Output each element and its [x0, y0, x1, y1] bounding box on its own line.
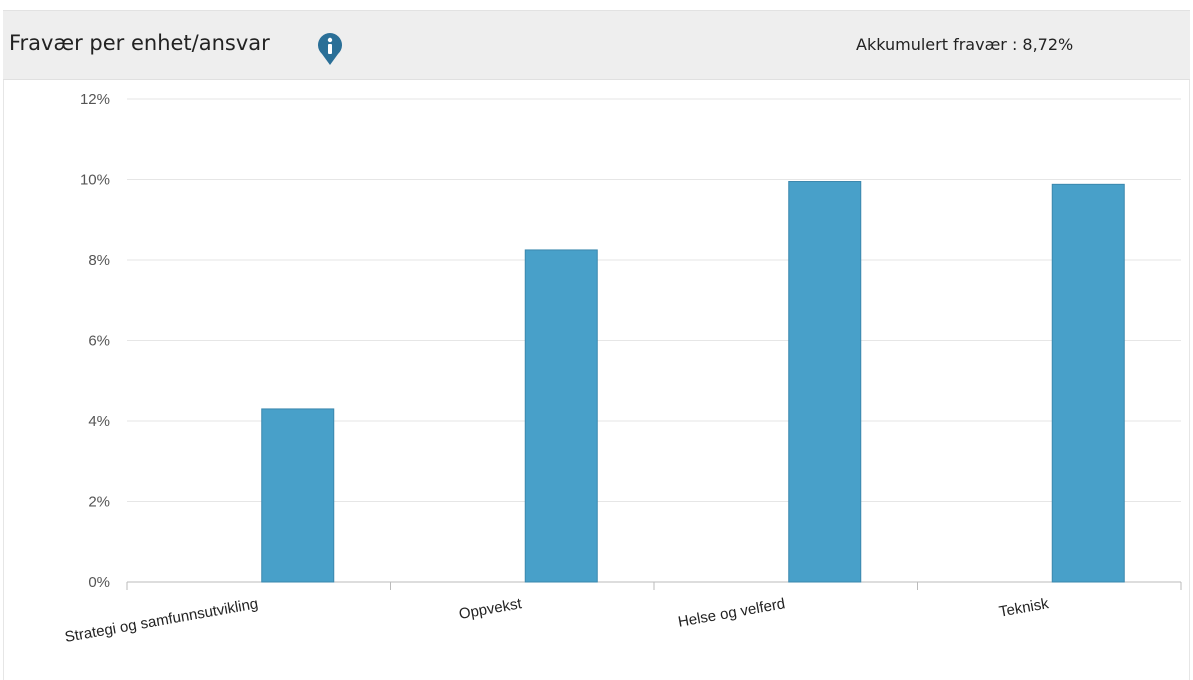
y-tick-label: 6% — [88, 333, 110, 350]
bar — [524, 249, 598, 583]
y-tick-label: 2% — [88, 494, 110, 511]
y-tick-label: 8% — [88, 252, 110, 269]
x-tick-label: Helse og velferd — [677, 595, 787, 631]
bar — [788, 181, 862, 583]
panel-header: Fravær per enhet/ansvar Akkumulert fravæ… — [3, 10, 1190, 80]
panel-title: Fravær per enhet/ansvar — [9, 31, 270, 55]
y-tick-label: 0% — [88, 574, 110, 591]
y-tick-label: 4% — [88, 413, 110, 430]
bar — [1051, 183, 1125, 583]
bar — [261, 408, 335, 583]
x-tick-label: Strategi og samfunnsutvikling — [64, 595, 260, 646]
info-icon[interactable] — [316, 30, 344, 66]
chart-area — [3, 80, 1190, 680]
x-tick-label: Oppvekst — [458, 595, 524, 623]
accumulated-absence-label: Akkumulert fravær : 8,72% — [856, 35, 1074, 54]
x-tick-label: Teknisk — [998, 595, 1051, 621]
info-icon-graphic — [318, 33, 342, 65]
y-tick-label: 12% — [80, 91, 110, 108]
y-tick-label: 10% — [80, 172, 110, 189]
